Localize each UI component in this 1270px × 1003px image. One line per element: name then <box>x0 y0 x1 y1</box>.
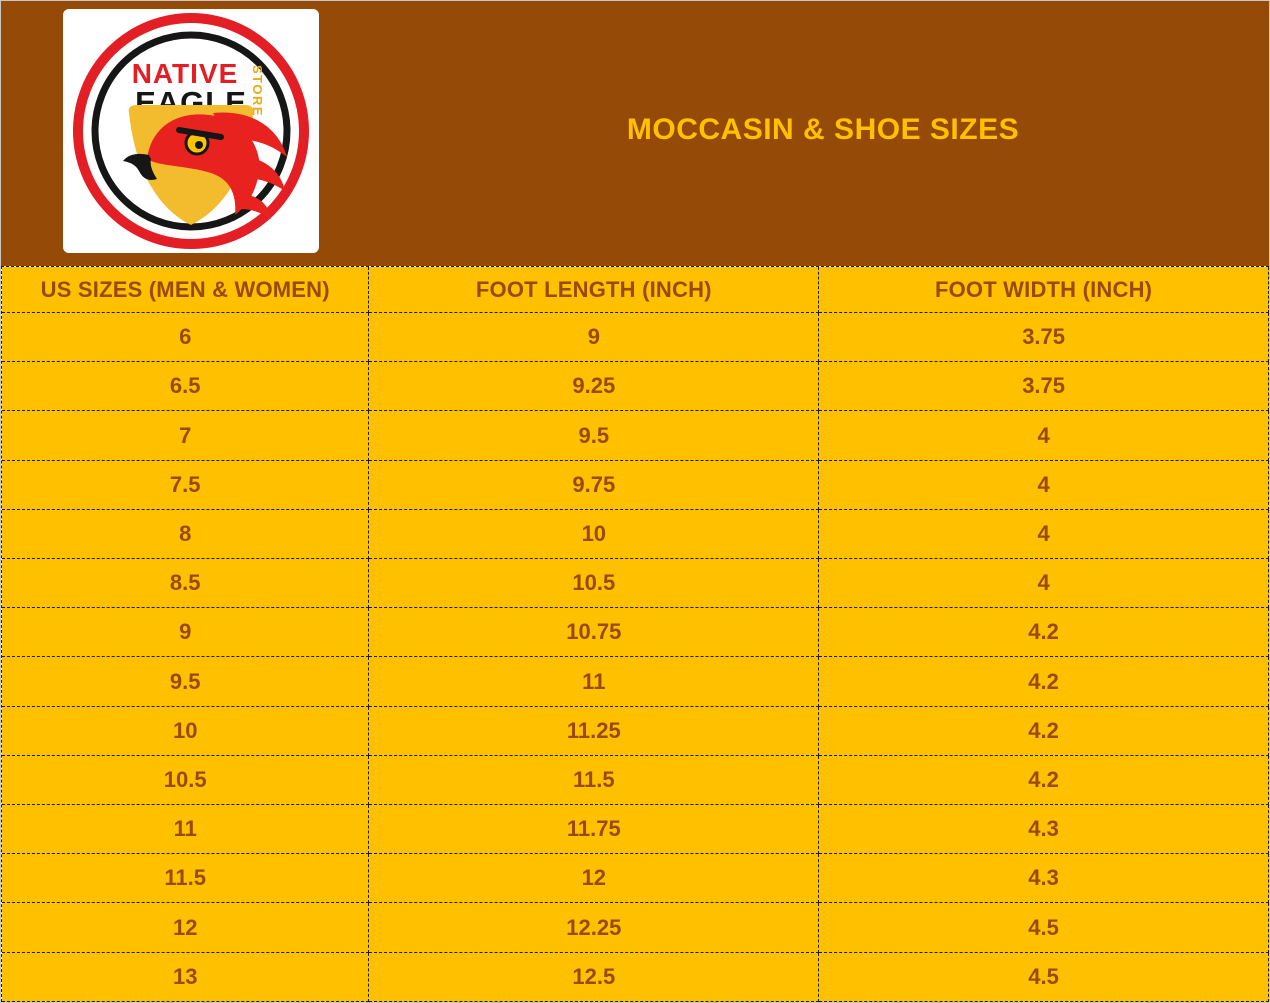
table-row: 9.5 11 4.2 <box>2 657 1269 707</box>
table-row: 7.5 9.75 4 <box>2 460 1269 510</box>
table-cell: 9.5 <box>369 411 820 461</box>
table-cell: 11.25 <box>369 706 820 756</box>
table-cell: 9.75 <box>369 460 820 510</box>
table-cell: 4 <box>819 509 1269 560</box>
native-eagle-logo: NATIVE EAGLE STORE <box>63 9 319 253</box>
table-cell: 9 <box>369 313 820 363</box>
table-cell: 4.3 <box>819 805 1269 855</box>
column-header-foot-width: FOOT WIDTH (INCH) <box>819 267 1269 313</box>
table-cell: 4.3 <box>819 854 1269 904</box>
table-row: 8 10 4 <box>2 509 1269 560</box>
table-row: 8.5 10.5 4 <box>2 559 1269 609</box>
table-cell: 11.5 <box>369 755 820 806</box>
table-row: 6.5 9.25 3.75 <box>2 362 1269 412</box>
eagle-logo-icon: NATIVE EAGLE STORE <box>73 13 309 249</box>
table-cell: 12.25 <box>369 903 820 953</box>
eagle-beak <box>123 153 157 180</box>
table-row: 6 9 3.75 <box>2 313 1269 363</box>
table-cell: 9 <box>2 608 370 658</box>
table-row: 11.5 12 4.3 <box>2 854 1269 904</box>
logo-word-store: STORE <box>250 65 265 117</box>
size-table-area: US SIZES (MEN & WOMEN) FOOT LENGTH (INCH… <box>1 266 1269 1002</box>
table-cell: 4.2 <box>819 657 1269 707</box>
page-title: MOCCASIN & SHOE SIZES <box>626 113 1020 146</box>
table-header-row: US SIZES (MEN & WOMEN) FOOT LENGTH (INCH… <box>2 267 1269 313</box>
table-row: 7 9.5 4 <box>2 411 1269 461</box>
eagle-head-icon <box>123 114 260 215</box>
table-cell: 4.2 <box>819 608 1269 658</box>
table-cell: 11.75 <box>369 805 820 855</box>
table-cell: 4 <box>819 460 1269 510</box>
table-cell: 6.5 <box>2 362 370 412</box>
table-cell: 9.25 <box>369 362 820 412</box>
table-cell: 6 <box>2 313 370 363</box>
table-cell: 13 <box>2 952 370 1002</box>
table-cell: 10 <box>2 706 370 756</box>
table-cell: 4 <box>819 559 1269 609</box>
table-cell: 11 <box>369 657 820 707</box>
table-cell: 9.5 <box>2 657 370 707</box>
table-row: 10 11.25 4.2 <box>2 706 1269 756</box>
table-cell: 12 <box>369 854 820 904</box>
logo-word-native: NATIVE <box>132 58 239 89</box>
table-cell: 8 <box>2 509 370 560</box>
size-table: US SIZES (MEN & WOMEN) FOOT LENGTH (INCH… <box>1 266 1269 1002</box>
table-cell: 4.2 <box>819 706 1269 756</box>
table-cell: 4 <box>819 411 1269 461</box>
logo-inner-ring <box>91 31 291 231</box>
table-row: 12 12.25 4.5 <box>2 903 1269 953</box>
table-cell: 11.5 <box>2 854 370 904</box>
table-cell: 7.5 <box>2 460 370 510</box>
logo-outer-ring <box>73 13 309 249</box>
table-row: 10.5 11.5 4.2 <box>2 755 1269 806</box>
column-header-us-sizes: US SIZES (MEN & WOMEN) <box>2 267 370 313</box>
table-cell: 4.2 <box>819 755 1269 806</box>
column-header-foot-length: FOOT LENGTH (INCH) <box>369 267 820 313</box>
table-cell: 12.5 <box>369 952 820 1002</box>
table-row: 11 11.75 4.3 <box>2 805 1269 855</box>
table-cell: 10 <box>369 509 820 560</box>
eagle-brow <box>176 127 224 140</box>
size-table-body: 6 9 3.75 6.5 9.25 3.75 7 9.5 4 7.5 9.75 4 8 10 4 8.5 10.… <box>2 313 1269 1002</box>
table-cell: 3.75 <box>819 362 1269 412</box>
table-cell: 10.5 <box>2 755 370 806</box>
banner: NATIVE EAGLE STORE <box>1 1 1269 266</box>
table-cell: 10.5 <box>369 559 820 609</box>
table-row: 9 10.75 4.2 <box>2 608 1269 658</box>
table-cell: 11 <box>2 805 370 855</box>
table-cell: 7 <box>2 411 370 461</box>
table-row: 13 12.5 4.5 <box>2 952 1269 1002</box>
table-cell: 8.5 <box>2 559 370 609</box>
table-cell: 10.75 <box>369 608 820 658</box>
table-cell: 4.5 <box>819 903 1269 953</box>
table-cell: 3.75 <box>819 313 1269 363</box>
table-cell: 12 <box>2 903 370 953</box>
table-cell: 4.5 <box>819 952 1269 1002</box>
